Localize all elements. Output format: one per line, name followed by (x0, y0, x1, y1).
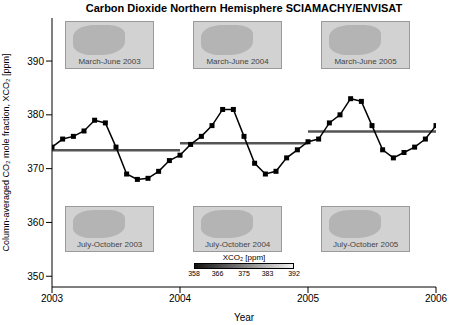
svg-text:2004: 2004 (169, 293, 192, 304)
svg-text:380: 380 (27, 109, 44, 120)
html-text:March-June 2003: March-June 2003 (78, 57, 141, 66)
svg-text:360: 360 (27, 217, 44, 228)
svg-text:Year: Year (234, 312, 255, 323)
svg-text:2006: 2006 (425, 293, 448, 304)
html-text:XCO₂ [ppm]: XCO₂ [ppm] (222, 253, 266, 262)
html-text:March-June 2005: March-June 2005 (334, 57, 397, 66)
html-text:383: 383 (261, 270, 274, 277)
html-text:Carbon Dioxide Northern Hemisp: Carbon Dioxide Northern Hemisphere SCIAM… (85, 2, 403, 14)
html-text:July-October 2004: July-October 2004 (204, 240, 271, 249)
svg-text:350: 350 (27, 271, 44, 282)
html-text:July-October 2005: July-October 2005 (332, 240, 399, 249)
html-text:July-October 2003: July-October 2003 (76, 240, 143, 249)
html-text:366: 366 (211, 270, 224, 277)
svg-text:2005: 2005 (297, 293, 320, 304)
svg-text:370: 370 (27, 163, 44, 174)
svg-text:390: 390 (27, 56, 44, 67)
html-text:392: 392 (288, 270, 300, 277)
svg-text:2003: 2003 (41, 293, 64, 304)
svg-text:Column-averaged CO₂ mole fract: Column-averaged CO₂ mole fraction, XCO₂ … (1, 53, 11, 251)
html-text:March-June 2004: March-June 2004 (206, 57, 269, 66)
html-text:375: 375 (238, 270, 250, 277)
html-text:358: 358 (188, 270, 200, 277)
